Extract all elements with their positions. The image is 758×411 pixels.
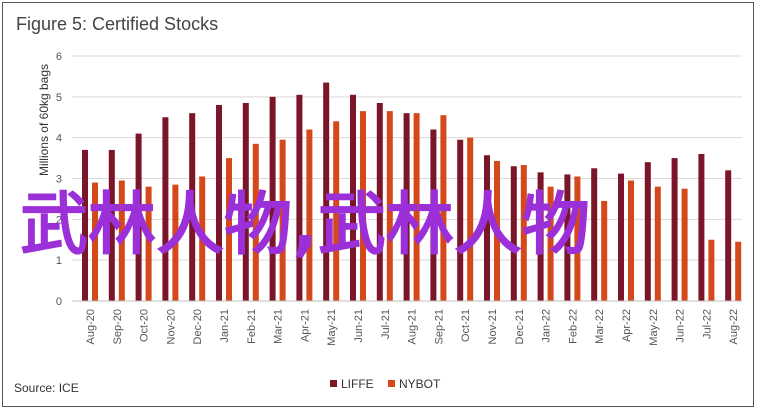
bar-nybot-jan-22 — [547, 186, 554, 301]
x-tick-label: Aug-22 — [728, 309, 740, 344]
x-tick-label: Sep-21 — [433, 309, 445, 344]
bar-nybot-dec-20 — [199, 176, 206, 301]
x-tick-label: Apr-22 — [621, 309, 633, 342]
x-tick-label: Aug-20 — [85, 309, 97, 344]
y-tick-label: 2 — [56, 214, 62, 226]
x-tick-label: Sep-20 — [112, 309, 124, 344]
bar-nybot-aug-22 — [735, 241, 742, 301]
bar-nybot-feb-22 — [574, 176, 581, 301]
bar-nybot-nov-20 — [172, 184, 179, 301]
x-tick-label: Mar-22 — [594, 309, 606, 344]
bar-liffe-apr-21 — [296, 94, 303, 302]
x-tick-label: Oct-21 — [460, 309, 472, 342]
bar-liffe-sep-21 — [430, 129, 437, 301]
x-tick-label: Mar-21 — [273, 309, 285, 344]
bar-nybot-nov-21 — [494, 160, 500, 301]
bar-nybot-may-21 — [333, 121, 340, 301]
bar-nybot-apr-22 — [628, 180, 634, 301]
bar-nybot-dec-21 — [520, 165, 527, 301]
bar-liffe-jan-21 — [216, 105, 222, 301]
bars — [82, 82, 742, 302]
y-axis-label: Millions of 60kg bags — [37, 64, 51, 176]
bar-nybot-mar-22 — [601, 200, 608, 301]
bar-liffe-jun-22 — [671, 158, 678, 301]
bar-liffe-nov-21 — [484, 155, 490, 301]
bar-nybot-feb-21 — [252, 143, 259, 301]
chart-title: Figure 5: Certified Stocks — [16, 14, 219, 34]
bar-liffe-aug-22 — [725, 170, 732, 301]
y-tick-label: 1 — [56, 255, 62, 267]
bar-nybot-jul-22 — [708, 239, 715, 301]
x-tick-label: Dec-21 — [514, 309, 526, 344]
x-tick-label: Jun-22 — [675, 309, 687, 343]
bar-liffe-oct-21 — [457, 139, 464, 301]
y-tick-label: 0 — [56, 296, 62, 308]
bar-liffe-jan-22 — [537, 172, 544, 301]
bar-nybot-aug-21 — [413, 113, 420, 302]
bar-nybot-jul-21 — [386, 111, 393, 301]
y-axis-ticks: 0 1 2 3 4 5 6 — [56, 51, 62, 308]
bar-liffe-nov-20 — [162, 117, 169, 301]
bar-liffe-oct-20 — [135, 133, 142, 301]
source-note: Source: ICE — [14, 381, 79, 395]
bar-nybot-apr-21 — [306, 129, 313, 301]
x-tick-label: Jul-22 — [701, 309, 713, 339]
bar-nybot-sep-21 — [440, 115, 447, 301]
x-tick-label: May-22 — [648, 309, 660, 346]
legend-swatch-liffe — [330, 380, 337, 387]
bar-liffe-jul-22 — [698, 154, 705, 301]
x-tick-label: Aug-21 — [407, 309, 419, 344]
bar-liffe-feb-21 — [242, 102, 249, 301]
bar-liffe-may-22 — [644, 162, 651, 301]
x-tick-label: Jun-21 — [353, 309, 365, 343]
legend-label-liffe: LIFFE — [341, 377, 374, 391]
bar-nybot-oct-21 — [467, 137, 474, 301]
y-tick-label: 4 — [56, 133, 62, 145]
bar-nybot-jan-21 — [226, 158, 232, 301]
x-tick-label: Jan-21 — [219, 309, 231, 343]
y-tick-label: 5 — [56, 92, 62, 104]
bar-liffe-mar-21 — [269, 96, 276, 301]
bar-nybot-sep-20 — [118, 180, 125, 301]
bar-liffe-aug-21 — [403, 113, 410, 302]
bar-liffe-feb-22 — [564, 174, 571, 301]
x-axis-ticks: Aug-20 Sep-20 Oct-20 Nov-20 Dec-20 Jan-21 Feb-… — [85, 309, 740, 346]
bar-liffe-dec-20 — [189, 113, 196, 302]
bar-nybot-may-22 — [654, 186, 661, 301]
bar-liffe-jul-21 — [376, 102, 383, 301]
x-tick-label: Jul-21 — [380, 309, 392, 339]
bar-liffe-may-21 — [323, 82, 330, 302]
x-tick-label: Nov-20 — [165, 309, 177, 344]
legend-swatch-nybot — [388, 380, 395, 387]
x-tick-label: Apr-21 — [299, 309, 311, 342]
x-tick-label: Nov-21 — [487, 309, 499, 344]
bar-nybot-mar-21 — [279, 139, 286, 301]
watermark-text: 武林人物,武林人物 — [20, 186, 590, 265]
x-tick-label: Dec-20 — [192, 309, 204, 344]
legend-label-nybot: NYBOT — [399, 377, 441, 391]
x-tick-label: May-21 — [326, 309, 338, 346]
legend: LIFFE NYBOT — [330, 377, 441, 391]
bar-nybot-jun-22 — [681, 188, 688, 301]
bar-liffe-dec-21 — [510, 166, 517, 301]
bar-liffe-sep-20 — [108, 149, 115, 301]
bar-nybot-jun-21 — [360, 111, 366, 301]
x-tick-label: Jan-22 — [541, 309, 553, 343]
bar-nybot-aug-20 — [92, 182, 98, 301]
bar-liffe-apr-22 — [618, 173, 624, 301]
bar-liffe-mar-22 — [591, 168, 598, 301]
bar-liffe-aug-20 — [82, 149, 88, 301]
x-tick-label: Feb-21 — [246, 309, 258, 344]
bar-liffe-jun-21 — [350, 94, 356, 302]
x-tick-label: Feb-22 — [567, 309, 579, 344]
bar-nybot-oct-20 — [145, 186, 152, 301]
y-tick-label: 6 — [56, 51, 62, 63]
y-tick-label: 3 — [56, 174, 62, 186]
x-tick-label: Oct-20 — [139, 309, 151, 342]
